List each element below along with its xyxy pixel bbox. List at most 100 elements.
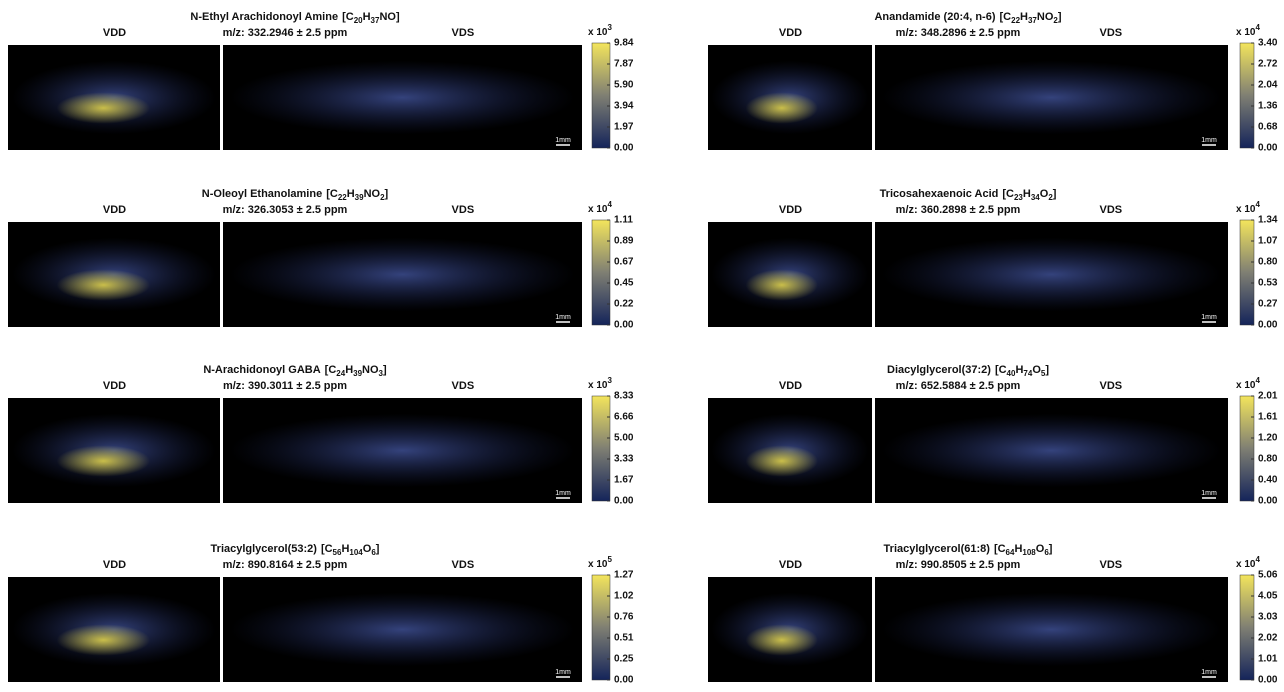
- compound-name: N-Arachidonoyl GABA: [203, 364, 320, 376]
- colorbar-multiplier: x 105: [588, 555, 612, 570]
- mz-label: m/z: 332.2946 ± 2.5 ppm: [223, 27, 348, 39]
- colorbar-tick-label: 2.02: [1258, 633, 1278, 644]
- formula-part: NO: [364, 188, 381, 200]
- colorbar-multiplier: x 104: [1236, 376, 1260, 391]
- formula-part: 23: [1014, 193, 1023, 202]
- colorbar-tick-label: 7.87: [614, 59, 634, 70]
- multiplier-part: 4: [1255, 555, 1260, 564]
- multiplier-part: x 10: [588, 204, 608, 215]
- colorbar-multiplier: x 104: [588, 200, 612, 215]
- tissue-signal: [882, 413, 1221, 488]
- multiplier-part: 5: [607, 555, 612, 564]
- hot-spot: [745, 92, 818, 124]
- colorbar-tick-label: 0.80: [1258, 454, 1278, 465]
- colorbar-tick-label: 1.97: [614, 122, 634, 133]
- colorbar-multiplier: x 104: [1236, 555, 1260, 570]
- formula-part: ]: [376, 543, 380, 555]
- right-label: VDS: [452, 204, 475, 216]
- scale-bar-label: 1mm: [1201, 669, 1217, 676]
- formula-part: 64: [1006, 548, 1015, 557]
- panel-title: Diacylglycerol(37:2) [C40H74O5]: [887, 364, 1049, 378]
- formula-part: [C: [1000, 11, 1012, 23]
- scale-bar-label: 1mm: [555, 490, 571, 497]
- formula-part: H: [363, 11, 371, 23]
- hot-spot: [745, 445, 818, 477]
- colorbar-tick-label: 0.00: [1258, 496, 1278, 507]
- formula-part: ]: [1045, 364, 1049, 376]
- colorbar-tick-label: 0.00: [614, 675, 634, 686]
- colorbar-tick-label: 8.33: [614, 391, 634, 402]
- left-label: VDD: [779, 380, 802, 392]
- panel-title: Anandamide (20:4, n-6) [C22H37NO2]: [874, 11, 1061, 25]
- formula-part: 34: [1031, 193, 1040, 202]
- colorbar-tick-label: 1.61: [1258, 412, 1278, 423]
- formula-part: 3: [379, 369, 384, 378]
- formula-part: 2: [1053, 16, 1058, 25]
- panel-title: Triacylglycerol(53:2) [C56H104O6]: [211, 543, 380, 557]
- multiplier-part: 3: [607, 23, 612, 32]
- scale-bar-label: 1mm: [555, 669, 571, 676]
- colorbar-tick-label: 5.90: [614, 80, 634, 91]
- colorbar-tick-label: 0.00: [614, 143, 634, 154]
- left-label: VDD: [103, 380, 126, 392]
- right-label: VDS: [1100, 204, 1123, 216]
- formula-part: O: [1036, 543, 1045, 555]
- colorbar: [591, 42, 611, 149]
- panel-title: N-Arachidonoyl GABA [C24H39NO3]: [203, 364, 387, 378]
- left-label: VDD: [103, 559, 126, 571]
- formula-part: [C: [995, 364, 1007, 376]
- panel-title: N-Oleoyl Ethanolamine [C22H39NO2]: [202, 188, 389, 202]
- colorbar-tick-label: 1.11: [614, 215, 633, 226]
- formula-part: [C: [326, 188, 338, 200]
- tissue-signal: [882, 60, 1221, 135]
- left-label: VDD: [779, 27, 802, 39]
- formula-part: 22: [338, 193, 347, 202]
- colorbar: [591, 395, 611, 502]
- compound-name: Diacylglycerol(37:2): [887, 364, 991, 376]
- compound-name: Triacylglycerol(53:2): [211, 543, 318, 555]
- multiplier-part: 4: [1255, 376, 1260, 385]
- tissue-signal: [882, 592, 1221, 667]
- formula-part: H: [345, 364, 353, 376]
- colorbar-tick-label: 0.76: [614, 612, 634, 623]
- right-label: VDS: [1100, 559, 1123, 571]
- formula-part: 37: [371, 16, 380, 25]
- left-label: VDD: [779, 559, 802, 571]
- mz-label: m/z: 652.5884 ± 2.5 ppm: [896, 380, 1021, 392]
- mz-label: m/z: 348.2896 ± 2.5 ppm: [896, 27, 1021, 39]
- panel: Anandamide (20:4, n-6) [C22H37NO2] m/z: 34…: [708, 11, 1278, 154]
- tissue-signal: [882, 237, 1221, 312]
- mz-label: m/z: 360.2898 ± 2.5 ppm: [896, 204, 1021, 216]
- colorbar-tick-label: 1.01: [1258, 654, 1278, 665]
- colorbar-tick-label: 1.34: [1258, 215, 1278, 226]
- formula-part: O: [1040, 188, 1049, 200]
- multiplier-part: x 10: [588, 27, 608, 38]
- formula-part: ]: [1053, 188, 1057, 200]
- formula-part: H: [341, 543, 349, 555]
- formula-part: H: [1023, 188, 1031, 200]
- scale-bar-label: 1mm: [1201, 137, 1217, 144]
- colorbar-tick-label: 4.05: [1258, 591, 1278, 602]
- formula-part: ]: [385, 188, 389, 200]
- formula-part: 39: [353, 369, 362, 378]
- multiplier-part: x 10: [1236, 559, 1256, 570]
- colorbar-tick-label: 5.00: [614, 433, 634, 444]
- formula-part: 104: [349, 548, 363, 557]
- tissue-signal: [230, 237, 575, 312]
- colorbar-tick-label: 2.04: [1258, 80, 1278, 91]
- formula-part: [C: [1002, 188, 1014, 200]
- right-label: VDS: [452, 27, 475, 39]
- compound-name: N-Oleoyl Ethanolamine: [202, 188, 322, 200]
- colorbar-tick-label: 2.01: [1258, 391, 1278, 402]
- hot-spot: [56, 269, 151, 301]
- colorbar-tick-label: 0.51: [614, 633, 634, 644]
- formula-part: NO]: [379, 11, 400, 23]
- mz-label: m/z: 990.8505 ± 2.5 ppm: [896, 559, 1021, 571]
- colorbar-tick-label: 9.84: [614, 38, 634, 49]
- colorbar-multiplier: x 104: [1236, 200, 1260, 215]
- colorbar-tick-label: 1.20: [1258, 433, 1278, 444]
- multiplier-part: x 10: [1236, 380, 1256, 391]
- colorbar: [1239, 574, 1255, 681]
- colorbar-tick-label: 5.06: [1258, 570, 1278, 581]
- formula-part: [C: [321, 543, 333, 555]
